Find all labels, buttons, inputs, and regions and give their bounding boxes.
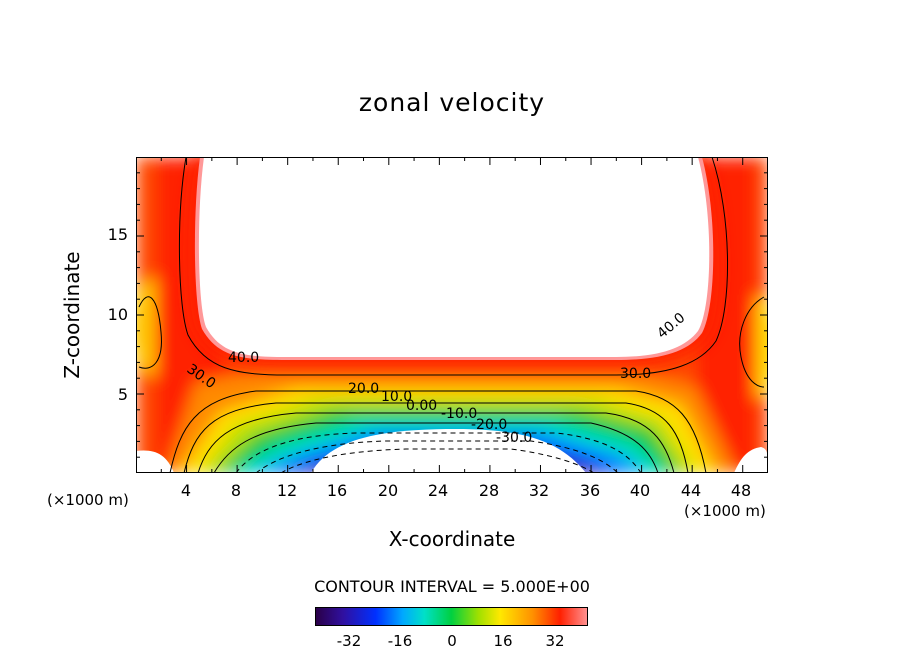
- contour-label: 0.00: [406, 398, 437, 414]
- contour-label: -10.0: [441, 406, 477, 422]
- x-tick-label: 32: [528, 481, 550, 500]
- x-tick-label: 48: [730, 481, 752, 500]
- x-tick-label: 28: [478, 481, 500, 500]
- x-axis-label: X-coordinate: [388, 527, 516, 551]
- x-axis-unit: (×1000 m): [684, 502, 766, 520]
- x-tick-label: 24: [427, 481, 449, 500]
- x-tick-label: 4: [180, 481, 192, 500]
- contour-label: -30.0: [496, 430, 532, 446]
- contour-label: 30.0: [620, 366, 651, 382]
- x-tick-label: 8: [230, 481, 242, 500]
- contour-interval-text: CONTOUR INTERVAL = 5.000E+00: [314, 577, 590, 596]
- colorbar-tick-label: 16: [493, 632, 513, 650]
- contour-label: 40.0: [228, 350, 259, 366]
- colorbar: [315, 607, 588, 626]
- x-tick-label: 16: [326, 481, 348, 500]
- x-tick-label: 20: [377, 481, 399, 500]
- x-tick-label: 44: [680, 481, 702, 500]
- y-tick-label: 5: [117, 385, 128, 404]
- y-axis-label: Z-coordinate: [60, 251, 84, 379]
- contour-field: 40.0 30.0 20.0 10.0 0.00 -10.0 -20.0 -30…: [136, 157, 768, 473]
- colorbar-tick-label: 0: [447, 632, 457, 650]
- contour-label: 10.0: [381, 389, 412, 405]
- y-tick-label: 10: [107, 305, 128, 324]
- x-tick-label: 40: [629, 481, 651, 500]
- colorbar-tick-label: -32: [336, 632, 362, 650]
- colorbar-tick-label: 32: [545, 632, 565, 650]
- y-tick-label: 15: [107, 225, 128, 244]
- contour-label: -20.0: [471, 417, 507, 433]
- chart-title: zonal velocity: [358, 88, 546, 117]
- x-tick-label: 36: [579, 481, 601, 500]
- y-axis-unit: (×1000 m): [47, 491, 129, 509]
- contour-plot-area: 40.0 30.0 20.0 10.0 0.00 -10.0 -20.0 -30…: [136, 157, 768, 473]
- colorbar-tick-label: -16: [387, 632, 413, 650]
- contour-label: 20.0: [348, 381, 379, 397]
- x-tick-label: 12: [276, 481, 298, 500]
